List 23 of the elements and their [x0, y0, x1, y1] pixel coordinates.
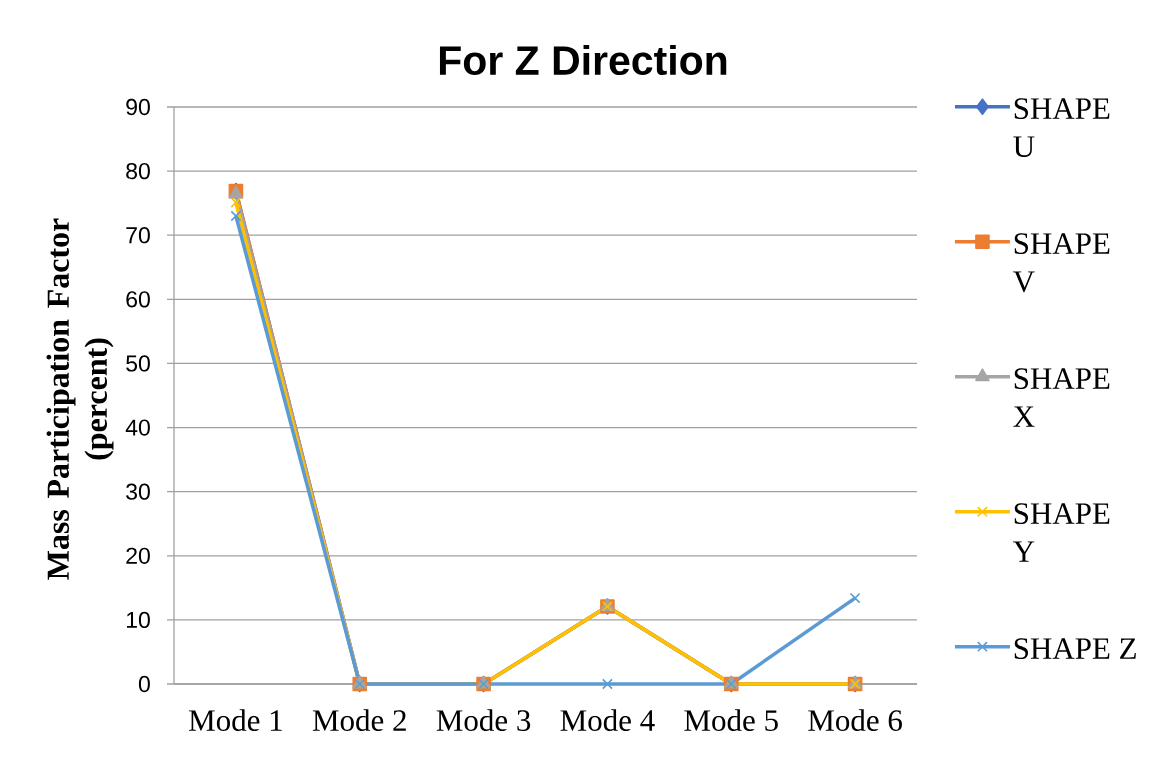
- y-tick-label: 90: [126, 98, 150, 116]
- chart-title: For Z Direction: [439, 44, 727, 76]
- x-tick-label: Mode 2: [312, 709, 406, 732]
- y-tick-label: 50: [126, 355, 150, 372]
- x-tick-label: Mode 6: [808, 709, 902, 732]
- legend-label: SHAPE X: [1013, 368, 1110, 427]
- x-tick-label: Mode 4: [560, 709, 655, 732]
- y-tick-label: 40: [125, 419, 150, 436]
- y-tick-label: 0: [138, 675, 150, 693]
- y-tick-label: 80: [126, 162, 150, 180]
- y-tick-label: 20: [126, 547, 150, 564]
- legend-label: SHAPE V: [1013, 233, 1110, 293]
- legend-label: SHAPE U: [1013, 98, 1110, 158]
- y-tick-label: 10: [126, 611, 150, 629]
- y-axis-title: Mass Participation Factor (percent): [46, 218, 114, 580]
- x-tick-label: Mode 3: [436, 709, 531, 732]
- y-tick-label: 30: [126, 483, 150, 500]
- x-tick-label: Mode 1: [189, 709, 282, 732]
- y-tick-label: 60: [126, 291, 150, 308]
- legend-label: SHAPE Z: [1014, 638, 1136, 660]
- y-tick-label: 70: [126, 227, 150, 244]
- legend-label: SHAPE Y: [1013, 503, 1110, 562]
- x-tick-label: Mode 5: [684, 709, 778, 732]
